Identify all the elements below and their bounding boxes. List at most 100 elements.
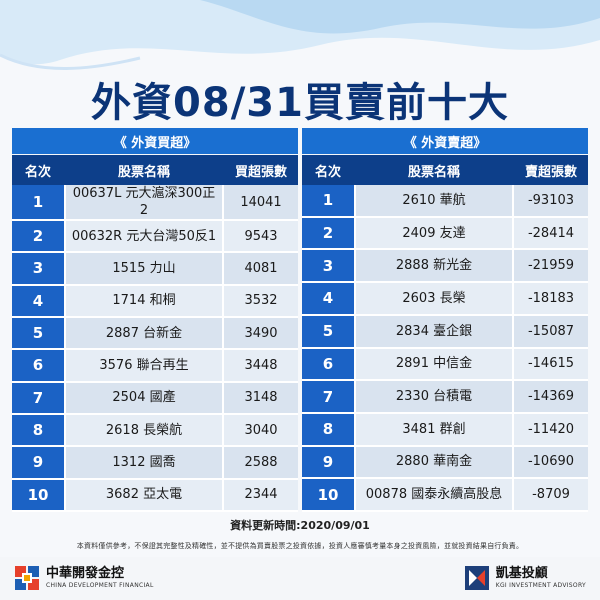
table-row: 8 2618 長榮航 3040 bbox=[12, 414, 298, 448]
footer: 中華開發金控 CHINA DEVELOPMENT FINANCIAL 凱基投顧 … bbox=[0, 557, 600, 600]
stock-name-cell: 1515 力山 bbox=[66, 253, 224, 284]
rank-cell: 2 bbox=[302, 217, 356, 249]
disclaimer: 本資料僅供參考，不保證其完整性及精確性，並不提供為買賣股票之投資依據，投資人應審… bbox=[76, 542, 524, 550]
stock-name-cell: 00878 國泰永續高股息 bbox=[356, 479, 514, 511]
rank-cell: 5 bbox=[302, 315, 356, 347]
rank-cell: 7 bbox=[302, 381, 356, 412]
volume-cell: -18183 bbox=[514, 283, 588, 314]
rank-cell: 10 bbox=[12, 479, 66, 510]
rank-cell: 4 bbox=[302, 283, 356, 314]
table-row: 5 2887 台新金 3490 bbox=[12, 317, 298, 351]
volume-cell: 14041 bbox=[224, 185, 298, 219]
sell-table: 《 外資賣超》 名次 股票名稱 賣超張數 1 2610 華航 -93103 2 2409… bbox=[302, 128, 588, 513]
stock-name-cell: 2610 華航 bbox=[356, 185, 514, 216]
rank-cell: 4 bbox=[12, 285, 66, 316]
volume-cell: 9543 bbox=[224, 221, 298, 252]
table-row: 10 00878 國泰永續高股息 -8709 bbox=[302, 479, 588, 513]
stock-name-cell: 2880 華南金 bbox=[356, 446, 514, 478]
stock-name-cell: 00637L 元大滬深300正2 bbox=[66, 185, 224, 219]
volume-cell: 2344 bbox=[224, 479, 298, 510]
header-buy-volume: 買超張數 bbox=[234, 164, 287, 180]
rank-cell: 6 bbox=[12, 350, 66, 381]
table-row: 7 2504 國產 3148 bbox=[12, 382, 298, 415]
stock-name-cell: 2891 中信金 bbox=[356, 348, 514, 380]
cdf-logo: 中華開發金控 CHINA DEVELOPMENT FINANCIAL bbox=[14, 565, 154, 591]
stock-name-cell: 3481 群創 bbox=[356, 413, 514, 445]
table-row: 9 2880 華南金 -10690 bbox=[302, 446, 588, 480]
cdf-logo-name: 中華開發金控 bbox=[46, 566, 125, 581]
volume-cell: -15087 bbox=[514, 315, 588, 347]
rank-cell: 8 bbox=[302, 413, 356, 445]
volume-cell: -21959 bbox=[514, 250, 588, 282]
kgi-logo-icon bbox=[464, 566, 489, 590]
table-row: 7 2330 台積電 -14369 bbox=[302, 381, 588, 414]
stock-name-cell: 3576 聯合再生 bbox=[66, 350, 224, 381]
tables-container: 《 外資買超》 名次 股票名稱 買超張數 1 00637L 元大滬深300正2 14… bbox=[12, 128, 588, 513]
kgi-logo-sub: KGI INVESTMENT ADVISORY bbox=[495, 582, 586, 589]
sell-table-header: 名次 股票名稱 賣超張數 bbox=[302, 155, 588, 185]
volume-cell: -14369 bbox=[514, 381, 588, 412]
stock-name-cell: 2834 臺企銀 bbox=[356, 315, 514, 347]
rank-cell: 10 bbox=[302, 479, 356, 511]
volume-cell: 3490 bbox=[224, 317, 298, 349]
update-time: 資料更新時間:2020/09/01 bbox=[230, 519, 370, 532]
volume-cell: 3148 bbox=[224, 382, 298, 413]
header-rank: 名次 bbox=[314, 164, 341, 180]
cdf-logo-icon bbox=[15, 566, 39, 590]
table-row: 6 2891 中信金 -14615 bbox=[302, 348, 588, 382]
rank-cell: 1 bbox=[12, 185, 66, 219]
stock-name-cell: 3682 亞太電 bbox=[66, 479, 224, 510]
stock-name-cell: 1714 和桐 bbox=[66, 285, 224, 316]
table-row: 4 2603 長榮 -18183 bbox=[302, 283, 588, 316]
stock-name-cell: 2603 長榮 bbox=[356, 283, 514, 314]
volume-cell: -93103 bbox=[514, 185, 588, 216]
table-row: 8 3481 群創 -11420 bbox=[302, 413, 588, 447]
volume-cell: 2588 bbox=[224, 447, 298, 478]
stock-name-cell: 2330 台積電 bbox=[356, 381, 514, 412]
volume-cell: 3448 bbox=[224, 350, 298, 381]
volume-cell: -11420 bbox=[514, 413, 588, 445]
rank-cell: 9 bbox=[12, 447, 66, 478]
rank-cell: 9 bbox=[302, 446, 356, 478]
background-wave bbox=[0, 0, 600, 70]
table-row: 1 2610 華航 -93103 bbox=[302, 185, 588, 218]
header-stock-name: 股票名稱 bbox=[117, 164, 170, 180]
stock-name-cell: 00632R 元大台灣50反1 bbox=[66, 221, 224, 252]
table-row: 2 00632R 元大台灣50反1 9543 bbox=[12, 221, 298, 254]
volume-cell: -8709 bbox=[514, 479, 588, 511]
rank-cell: 8 bbox=[12, 414, 66, 446]
rank-cell: 5 bbox=[12, 317, 66, 349]
buy-table-title: 《 外資買超》 bbox=[12, 128, 298, 154]
header-stock-name: 股票名稱 bbox=[407, 164, 460, 180]
table-row: 10 3682 亞太電 2344 bbox=[12, 479, 298, 512]
sell-table-title: 《 外資賣超》 bbox=[302, 128, 588, 154]
table-row: 6 3576 聯合再生 3448 bbox=[12, 350, 298, 383]
buy-table: 《 外資買超》 名次 股票名稱 買超張數 1 00637L 元大滬深300正2 14… bbox=[12, 128, 298, 512]
stock-name-cell: 2887 台新金 bbox=[66, 317, 224, 349]
header-rank: 名次 bbox=[24, 164, 51, 180]
volume-cell: 4081 bbox=[224, 253, 298, 284]
stock-name-cell: 2409 友達 bbox=[356, 217, 514, 249]
stock-name-cell: 1312 國喬 bbox=[66, 447, 224, 478]
stock-name-cell: 2618 長榮航 bbox=[66, 414, 224, 446]
table-row: 3 2888 新光金 -21959 bbox=[302, 250, 588, 284]
volume-cell: -14615 bbox=[514, 348, 588, 380]
sell-table-rows: 1 2610 華航 -93103 2 2409 友達 -28414 3 2888 新光金 -21… bbox=[302, 185, 588, 513]
table-row: 5 2834 臺企銀 -15087 bbox=[302, 315, 588, 349]
volume-cell: 3040 bbox=[224, 414, 298, 446]
buy-table-header: 名次 股票名稱 買超張數 bbox=[12, 155, 298, 185]
table-row: 1 00637L 元大滬深300正2 14041 bbox=[12, 185, 298, 221]
table-row: 2 2409 友達 -28414 bbox=[302, 217, 588, 251]
rank-cell: 3 bbox=[302, 250, 356, 282]
kgi-logo-name: 凱基投顧 bbox=[495, 566, 548, 581]
volume-cell: -10690 bbox=[514, 446, 588, 478]
table-row: 4 1714 和桐 3532 bbox=[12, 285, 298, 318]
rank-cell: 3 bbox=[12, 253, 66, 284]
cdf-logo-sub: CHINA DEVELOPMENT FINANCIAL bbox=[46, 582, 154, 589]
rank-cell: 7 bbox=[12, 382, 66, 413]
volume-cell: 3532 bbox=[224, 285, 298, 316]
rank-cell: 2 bbox=[12, 221, 66, 252]
stock-name-cell: 2888 新光金 bbox=[356, 250, 514, 282]
rank-cell: 6 bbox=[302, 348, 356, 380]
table-row: 9 1312 國喬 2588 bbox=[12, 447, 298, 480]
